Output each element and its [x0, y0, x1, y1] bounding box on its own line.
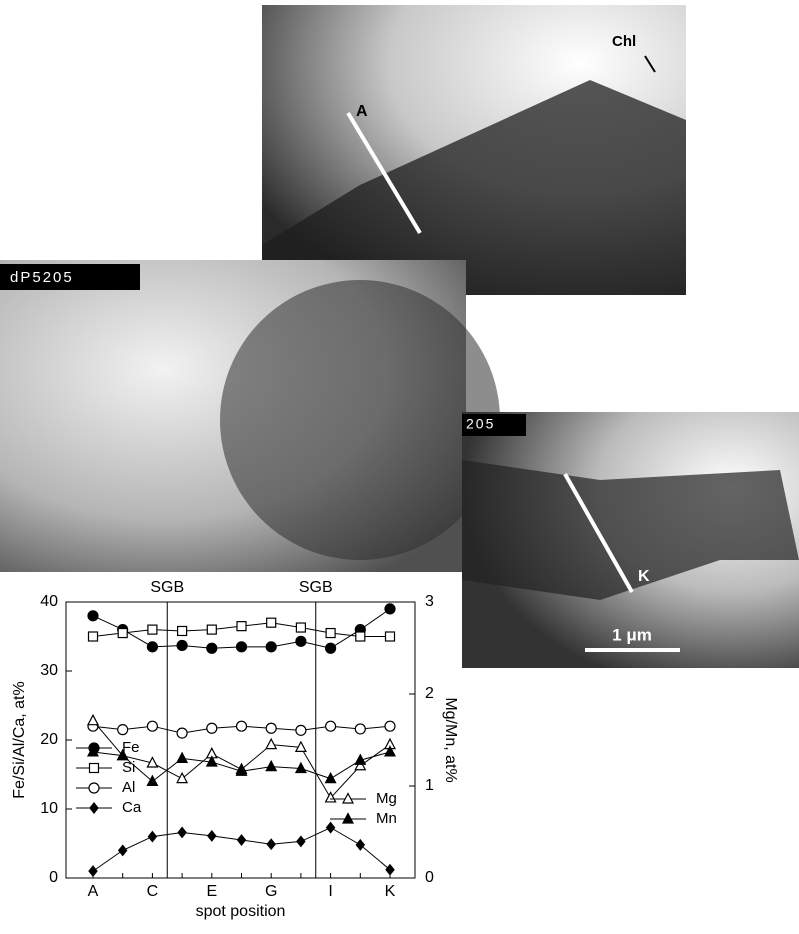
- legend-label: Ca: [122, 799, 142, 816]
- y-tick-label: 40: [40, 593, 58, 610]
- point: [266, 723, 276, 733]
- point: [147, 721, 157, 731]
- figure: A Chl dP5205 205 K 1 μm 0 10 20 30 40 0 1 2 3 A C E…: [0, 0, 799, 929]
- x-tick-label: E: [206, 883, 217, 900]
- micrograph-left: dP5205: [0, 260, 500, 572]
- point: [385, 721, 395, 731]
- point: [88, 611, 98, 621]
- point: [177, 728, 187, 738]
- micrograph-right: 205 K 1 μm: [462, 412, 799, 668]
- scale-bar-label: 1 μm: [612, 625, 652, 644]
- point: [386, 632, 395, 641]
- y-axis-label: Fe/Si/Al/Ca, at%: [11, 681, 28, 798]
- y2-tick-label: 0: [425, 869, 434, 886]
- label: dP5205: [10, 269, 74, 286]
- annotation: SGB: [299, 579, 333, 596]
- annotation: SGB: [150, 579, 184, 596]
- legend-label: Mg: [376, 790, 397, 807]
- point: [237, 642, 247, 652]
- point: [385, 604, 395, 614]
- x-tick-label: A: [88, 883, 99, 900]
- legend-label: Si: [122, 759, 135, 776]
- label: Chl: [612, 33, 636, 50]
- x-axis-label: spot position: [196, 903, 286, 920]
- legend-marker: [89, 783, 99, 793]
- point: [177, 640, 187, 650]
- point: [266, 642, 276, 652]
- y-tick-label: 30: [40, 662, 58, 679]
- point: [207, 643, 217, 653]
- point: [118, 725, 128, 735]
- legend-label: Al: [122, 779, 135, 796]
- point: [326, 721, 336, 731]
- x-tick-label: I: [328, 883, 332, 900]
- point: [355, 724, 365, 734]
- point: [89, 632, 98, 641]
- x-tick-label: G: [265, 883, 277, 900]
- x-tick-label: K: [385, 883, 396, 900]
- point: [207, 723, 217, 733]
- point: [356, 632, 365, 641]
- x-tick-label: C: [147, 883, 159, 900]
- label: K: [638, 568, 650, 585]
- label: 205: [466, 416, 495, 432]
- point: [296, 623, 305, 632]
- legend-label: Mn: [376, 810, 397, 827]
- point: [326, 643, 336, 653]
- point: [237, 721, 247, 731]
- point: [326, 629, 335, 638]
- point: [207, 625, 216, 634]
- y-tick-label: 10: [40, 800, 58, 817]
- y2-tick-label: 2: [425, 685, 434, 702]
- y-tick-label: 0: [49, 869, 58, 886]
- point: [118, 629, 127, 638]
- y2-tick-label: 3: [425, 593, 434, 610]
- legend-marker: [90, 764, 99, 773]
- label: A: [356, 103, 368, 120]
- point: [178, 626, 187, 635]
- micrograph-top: A Chl: [262, 5, 686, 295]
- y2-axis-label: Mg/Mn, at%: [442, 697, 459, 782]
- point: [296, 725, 306, 735]
- point: [296, 636, 306, 646]
- point: [267, 618, 276, 627]
- point: [148, 625, 157, 634]
- point: [147, 642, 157, 652]
- y2-tick-label: 1: [425, 777, 434, 794]
- y-tick-label: 20: [40, 731, 58, 748]
- point: [237, 622, 246, 631]
